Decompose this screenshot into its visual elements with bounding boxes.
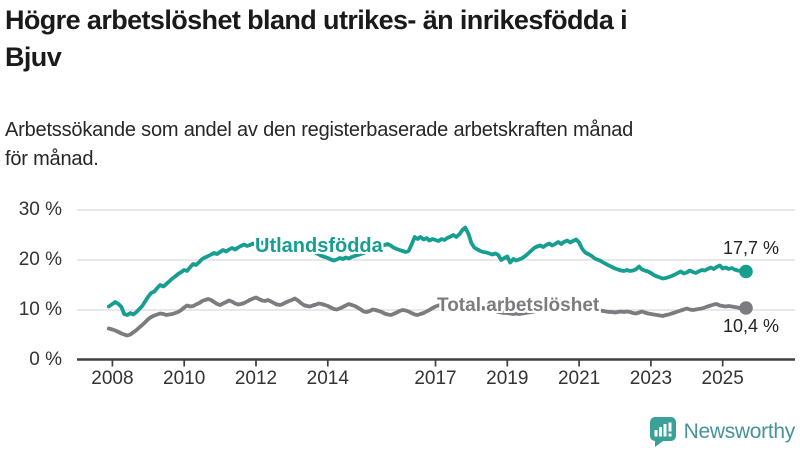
- bar-2: [658, 427, 662, 437]
- newsworthy-wordmark: Newsworthy: [683, 419, 796, 443]
- end-value-total: 10,4 %: [722, 316, 779, 336]
- y-axis-tick-label: 20 %: [18, 249, 62, 270]
- x-axis-tick-label: 2017: [414, 368, 457, 389]
- x-axis-tick-label: 2025: [701, 368, 744, 389]
- x-axis-tick-label: 2019: [486, 368, 529, 389]
- series-end-dot: [739, 301, 753, 315]
- speech-bubble-shape: [649, 417, 676, 447]
- series-end-dot: [739, 264, 753, 279]
- exclamation-stem: [668, 422, 672, 432]
- x-axis-tick-label: 2021: [557, 368, 601, 389]
- title-line-1: Högre arbetslöshet bland utrikes- än inr…: [5, 5, 628, 35]
- x-axis-tick-label: 2008: [91, 368, 134, 389]
- page-title: Högre arbetslöshet bland utrikes- än inr…: [5, 2, 628, 76]
- subtitle-line-1: Arbetssökande som andel av den registerb…: [5, 119, 634, 141]
- bar-3: [663, 424, 667, 437]
- y-axis-tick-label: 10 %: [18, 299, 62, 320]
- y-axis-tick-label: 0 %: [29, 349, 62, 370]
- utlandsfodda-line: [106, 225, 748, 317]
- series-label-utlandsfodda: Utlandsfödda: [255, 235, 383, 257]
- end-value-utlandsfodda: 17,7 %: [722, 238, 779, 258]
- subtitle-line-2: för månad.: [5, 148, 99, 170]
- exclamation-dot: [668, 433, 672, 437]
- newsworthy-logo: Newsworthy: [648, 416, 795, 447]
- bar-1: [654, 430, 658, 437]
- total-line: [106, 295, 748, 338]
- newsworthy-logo-icon: [649, 417, 676, 447]
- x-axis-tick-label: 2023: [629, 368, 673, 389]
- x-axis-tick-label: 2014: [306, 368, 349, 389]
- x-axis-tick-label: 2012: [234, 368, 278, 389]
- chart-subtitle: Arbetssökande som andel av den registerb…: [5, 116, 633, 174]
- title-line-2: Bjuv: [5, 42, 62, 72]
- x-axis-tick-label: 2010: [163, 368, 206, 389]
- y-axis-tick-label: 30 %: [18, 199, 62, 220]
- series-label-total: Total arbetslöshet: [437, 295, 600, 316]
